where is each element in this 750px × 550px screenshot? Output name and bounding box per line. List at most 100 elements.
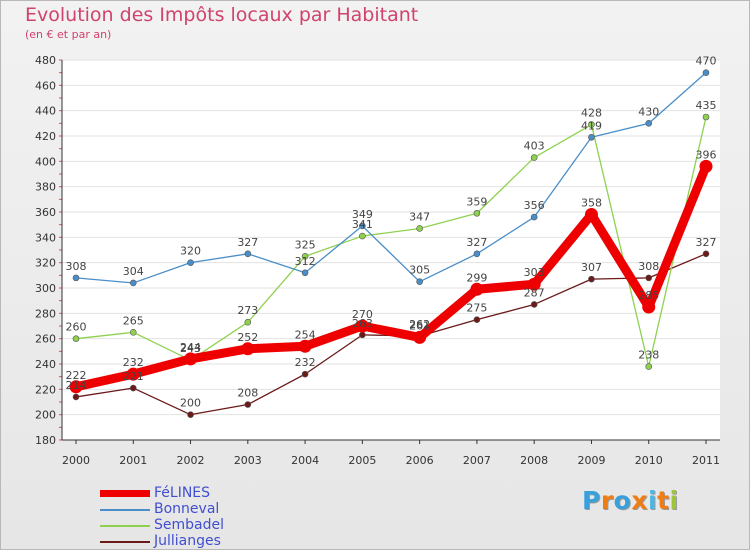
logo-letter: t: [657, 486, 670, 515]
data-point: [298, 339, 312, 353]
data-label: 327: [237, 236, 258, 249]
y-tick-label: 220: [35, 383, 56, 396]
data-label: 358: [581, 197, 602, 210]
y-tick-label: 200: [35, 409, 56, 422]
x-tick-label: 2010: [635, 454, 663, 467]
y-tick-label: 460: [35, 79, 56, 92]
data-label: 275: [466, 302, 487, 315]
data-label: 320: [180, 245, 201, 258]
data-point: [530, 213, 538, 221]
chart-subtitle: (en € et par an): [25, 28, 112, 41]
data-point: [301, 370, 309, 378]
legend-item: FéLINES: [100, 485, 300, 501]
logo-letter: x: [631, 486, 648, 515]
y-tick-label: 240: [35, 358, 56, 371]
data-label: 238: [638, 349, 659, 362]
data-point: [530, 154, 538, 161]
logo-letter: r: [600, 486, 614, 515]
data-point: [588, 133, 595, 141]
y-tick-label: 400: [35, 155, 56, 168]
data-point: [72, 393, 80, 401]
data-point: [588, 275, 595, 283]
data-point: [588, 121, 595, 128]
data-point: [527, 277, 541, 291]
data-label: 349: [352, 208, 373, 221]
data-point: [72, 335, 80, 342]
data-label: 470: [696, 55, 717, 68]
data-label: 403: [524, 140, 545, 153]
legend-swatch: [100, 509, 150, 511]
x-tick-label: 2008: [520, 454, 548, 467]
data-point: [473, 250, 481, 258]
proxiti-logo: Proxiti: [582, 486, 679, 515]
data-point: [416, 278, 423, 285]
data-point: [129, 329, 137, 336]
data-label: 325: [295, 238, 316, 251]
data-point: [473, 209, 481, 217]
data-label: 308: [638, 260, 659, 273]
data-label: 263: [352, 317, 373, 330]
y-tick-label: 380: [35, 181, 56, 194]
y-tick-label: 420: [35, 130, 56, 143]
data-label-layer: 222 232 244 252 254 270 261 299 303 358 285 396 308 3…: [66, 55, 717, 410]
data-label: 208: [237, 387, 258, 400]
data-point: [301, 253, 309, 260]
legend-label: FéLINES: [154, 485, 211, 501]
data-point: [530, 301, 538, 308]
legend-swatch: [100, 525, 150, 527]
legend-item: Sembadel: [100, 517, 300, 533]
x-tick-label: 2000: [62, 454, 90, 467]
data-point: [355, 319, 369, 333]
data-point: [126, 367, 140, 381]
y-tick-label: 360: [35, 206, 56, 219]
data-label: 308: [66, 260, 87, 273]
data-point: [473, 316, 481, 323]
x-tick-label: 2002: [177, 454, 205, 467]
data-point: [129, 279, 137, 287]
data-label: 428: [581, 107, 602, 120]
data-label: 232: [295, 356, 316, 369]
x-tick-label: 2007: [463, 454, 491, 467]
data-label: 305: [409, 264, 430, 277]
data-point: [699, 159, 713, 173]
series-line-bonneval: [75, 72, 707, 284]
series-line-sembadel: [75, 116, 707, 368]
data-point: [470, 282, 484, 296]
data-point: [645, 274, 653, 282]
data-label: 359: [466, 195, 487, 208]
x-tick-label: 2001: [119, 454, 147, 467]
data-label: 287: [524, 286, 545, 299]
y-tick-label: 300: [35, 282, 56, 295]
data-point: [359, 222, 366, 230]
data-point: [244, 318, 252, 326]
data-point: [702, 250, 710, 258]
data-point: [642, 300, 656, 314]
data-point: [416, 225, 423, 232]
x-tick-label: 2009: [577, 454, 605, 467]
data-point: [702, 69, 710, 76]
data-point: [187, 411, 194, 418]
data-label: 243: [180, 342, 201, 355]
data-label: 356: [524, 199, 545, 212]
x-tick-label: 2006: [406, 454, 434, 467]
y-tick-label: 320: [35, 257, 56, 270]
data-point: [129, 384, 137, 392]
data-point: [645, 363, 653, 370]
data-label: 261: [409, 319, 430, 332]
data-label: 214: [66, 379, 87, 392]
data-point: [584, 208, 598, 222]
data-label: 430: [638, 105, 659, 118]
data-label: 327: [696, 236, 717, 249]
data-point: [301, 269, 309, 277]
data-label: 341: [352, 218, 373, 231]
y-tick-label: 480: [35, 54, 56, 67]
data-point: [359, 331, 366, 339]
data-label: 262: [409, 318, 430, 331]
y-tick-label: 340: [35, 231, 56, 244]
legend-label: Jullianges: [154, 533, 221, 549]
data-point: [702, 113, 710, 121]
data-point: [413, 330, 427, 344]
data-label: 252: [237, 331, 258, 344]
data-point: [72, 274, 80, 282]
series-line-félines: [71, 161, 711, 392]
